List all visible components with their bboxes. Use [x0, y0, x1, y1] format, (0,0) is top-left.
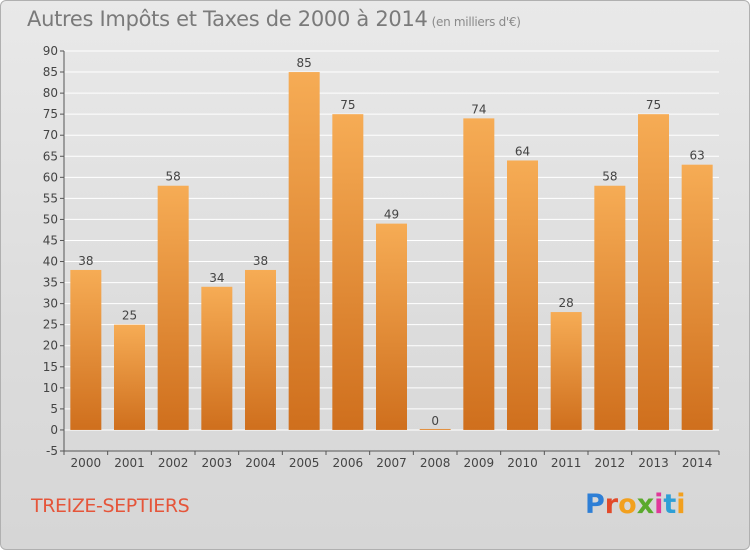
x-tick-label: 2012 — [595, 456, 626, 470]
y-tick-label: 90 — [43, 44, 58, 58]
data-label: 25 — [122, 309, 137, 323]
y-tick-label: 50 — [43, 212, 58, 226]
y-tick-label: 45 — [43, 233, 58, 247]
bar — [332, 114, 364, 430]
x-tick-label: 2002 — [158, 456, 189, 470]
logo-letter: x — [636, 489, 655, 520]
bar — [550, 312, 582, 430]
y-tick-label: 30 — [43, 297, 58, 311]
x-tick-label: 2008 — [420, 456, 451, 470]
chart-unit: (en milliers d'€) — [431, 15, 521, 29]
logo-letter: i — [654, 489, 664, 520]
bar — [201, 286, 233, 430]
place-name: TREIZE-SEPTIERS — [31, 495, 190, 517]
logo-letter: t — [663, 489, 677, 520]
data-label: 28 — [559, 296, 574, 310]
data-label: 58 — [166, 170, 181, 184]
x-tick-label: 2014 — [682, 456, 713, 470]
x-tick-label: 2001 — [114, 456, 145, 470]
y-tick-label: 35 — [43, 276, 58, 290]
bar — [638, 114, 669, 430]
x-tick-label: 2004 — [245, 456, 276, 470]
data-label: 75 — [646, 98, 661, 112]
x-tick-label: 2013 — [638, 456, 669, 470]
data-label: 63 — [690, 149, 705, 163]
bar — [70, 269, 102, 430]
y-tick-label: 25 — [43, 318, 58, 332]
x-tick-label: 2006 — [333, 456, 364, 470]
y-tick-label: 80 — [43, 86, 58, 100]
data-label: 0 — [431, 414, 439, 428]
x-tick-label: 2005 — [289, 456, 320, 470]
bar — [419, 428, 451, 430]
data-label: 34 — [209, 271, 224, 285]
proxiti-logo: Proxiti — [585, 489, 686, 520]
bar — [114, 324, 145, 430]
bar — [245, 269, 276, 430]
bar — [288, 72, 320, 430]
bar — [594, 185, 626, 430]
logo-letter: i — [676, 489, 686, 520]
data-label: 58 — [602, 170, 617, 184]
bars: 38 25 58 34 38 85 75 49 0 74 64 28 58 75 63 — [70, 56, 713, 430]
data-label: 38 — [253, 254, 268, 268]
x-tick-label: 2000 — [71, 456, 102, 470]
x-tick-label: 2003 — [202, 456, 233, 470]
data-label: 49 — [384, 208, 399, 222]
data-label: 38 — [78, 254, 93, 268]
x-tick-label: 2010 — [507, 456, 538, 470]
x-tick-label: 2011 — [551, 456, 582, 470]
bar — [463, 118, 495, 430]
y-tick-label: -5 — [46, 444, 58, 458]
bar — [507, 160, 538, 430]
data-label: 74 — [471, 102, 486, 116]
x-tick-label: 2009 — [464, 456, 495, 470]
y-tick-label: 55 — [43, 191, 58, 205]
y-tick-label: 20 — [43, 339, 58, 353]
data-label: 85 — [297, 56, 312, 70]
y-tick-label: 70 — [43, 128, 58, 142]
bar — [376, 223, 407, 430]
data-label: 75 — [340, 98, 355, 112]
y-tick-label: 65 — [43, 149, 58, 163]
y-tick-label: 5 — [50, 402, 58, 416]
y-tick-label: 85 — [43, 65, 58, 79]
logo-letter: P — [585, 489, 605, 520]
y-tick-label: 60 — [43, 170, 58, 184]
y-axis: -5 0 5 10 15 20 25 30 35 40 45 50 55 60 65 70 75 80 85 90 — [43, 44, 65, 458]
data-label: 64 — [515, 144, 530, 158]
logo-letter: o — [618, 489, 637, 520]
x-tick-label: 2007 — [376, 456, 407, 470]
y-tick-label: 0 — [50, 423, 58, 437]
x-axis: 2000 2001 2002 2003 2004 2005 2006 2007 2008 2009… — [63, 450, 720, 470]
y-tick-label: 40 — [43, 255, 58, 269]
bar — [681, 164, 713, 430]
logo-letter: r — [604, 489, 619, 520]
chart-title: Autres Impôts et Taxes de 2000 à 2014 (en… — [27, 7, 521, 31]
y-tick-label: 15 — [43, 360, 58, 374]
chart-title-text: Autres Impôts et Taxes de 2000 à 2014 — [27, 7, 428, 31]
y-tick-label: 10 — [43, 381, 58, 395]
y-tick-label: 75 — [43, 107, 58, 121]
bar — [157, 185, 189, 430]
